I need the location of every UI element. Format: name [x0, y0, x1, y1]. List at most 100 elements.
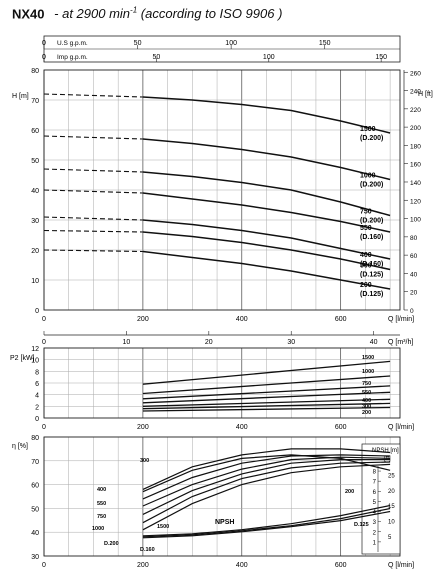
power-x-tick-label: 0 [42, 424, 46, 431]
head-curve-diameter: (D.160) [360, 234, 383, 241]
eff-y-tick-label: 50 [31, 506, 39, 513]
power-curve-750 [142, 385, 391, 400]
eff-curve-label: 1000 [92, 526, 104, 532]
eff-curve-label: 400 [97, 487, 106, 493]
eff-curve-200 [142, 454, 391, 493]
eff-y-tick-label: 70 [31, 459, 39, 466]
head-curve-550-dashed [43, 189, 143, 194]
head-curve-label: 1000 [360, 173, 376, 180]
impgpm-tick-label: 150 [375, 54, 387, 61]
head-ft-tick-label: 180 [410, 143, 421, 150]
head-ft-tick-label: 140 [410, 180, 421, 187]
power-y-tick-label: 6 [35, 381, 39, 388]
power-curve-label: 300 [362, 404, 371, 410]
m3h-axis-label: Q [m³/h] [388, 339, 413, 346]
power-y-tick-label: 4 [35, 393, 39, 400]
subtitle-sup: -1 [130, 6, 138, 15]
power-curve-200 [142, 406, 391, 412]
chart-title: NX40 - at 2900 min-1 (according to ISO 9… [12, 6, 282, 21]
power-y-tick-label: 10 [31, 358, 39, 365]
head-curve-1500-dashed [43, 93, 143, 98]
eff-y-tick-label: 30 [31, 554, 39, 561]
head-curve-diameter: (D.160) [360, 261, 383, 268]
head-y-tick-label: 40 [31, 188, 39, 195]
subtitle-pre: - at 2900 min [54, 6, 131, 22]
power-curve-label: 550 [362, 390, 371, 396]
title-subtitle: - at 2900 min-1 (according to ISO 9906 ) [54, 6, 282, 21]
power-curve-1000 [142, 375, 391, 395]
model-name: NX40 [12, 6, 45, 22]
power-x-tick-label: 600 [335, 424, 347, 431]
power-curve-400 [142, 398, 391, 407]
power-curve-300 [142, 402, 391, 410]
impgpm-axis-label: Imp g.p.m. [57, 54, 88, 61]
head-ft-tick-label: 240 [410, 89, 421, 96]
m3h-tick-label: 20 [205, 339, 213, 346]
head-ft-axis-label: H [ft] [418, 91, 433, 98]
head-curve-750 [142, 171, 391, 217]
eff-x-tick-label: 0 [42, 562, 46, 569]
usgpm-tick-label: 150 [319, 40, 331, 47]
power-x-tick-label: 200 [137, 424, 149, 431]
head-curve-750-dashed [43, 168, 143, 173]
power-curve-label: 750 [362, 381, 371, 387]
eff-curve-1500 [142, 463, 391, 531]
head-curve-label: 300 [360, 263, 372, 270]
m3h-tick-label: 0 [42, 339, 46, 346]
npsh-diameter-label: D.125 [354, 522, 369, 528]
eff-curve-label: 750 [97, 514, 106, 520]
head-y-tick-label: 0 [35, 308, 39, 315]
head-curve-300 [142, 231, 391, 271]
head-y-tick-label: 30 [31, 218, 39, 225]
head-curve-300-dashed [43, 229, 143, 233]
eff-curve-label: 300 [140, 458, 149, 464]
npsh-axis-title: NPSH [m] [372, 448, 399, 454]
npsh-ft-tick-label: 25 [388, 473, 395, 479]
head-curve-diameter: (D.125) [360, 272, 383, 279]
impgpm-tick-label: 100 [263, 54, 275, 61]
eff-curve-400 [142, 454, 391, 500]
head-curve-550 [142, 192, 391, 233]
head-curve-label: 200 [360, 282, 372, 289]
npsh-m-tick-label: 4 [373, 510, 377, 516]
eff-x-tick-label: 600 [335, 562, 347, 569]
m3h-tick-label: 10 [123, 339, 131, 346]
power-x-tick-label: 400 [236, 424, 248, 431]
eff-curve-300 [142, 448, 391, 490]
usgpm-tick-label: 100 [225, 40, 237, 47]
head-y-tick-label: 70 [31, 98, 39, 105]
head-ft-tick-label: 220 [410, 107, 421, 114]
head-curve-label: 750 [360, 209, 372, 216]
head-curve-diameter: (D.200) [360, 135, 383, 142]
head-curve-label: 1500 [360, 126, 376, 133]
npsh-label: NPSH [215, 519, 234, 526]
eff-y-tick-label: 40 [31, 530, 39, 537]
m3h-tick-label: 40 [370, 339, 378, 346]
head-y-tick-label: 60 [31, 128, 39, 135]
eff-curve-label: 1500 [157, 524, 169, 530]
eff-curve-750 [142, 459, 391, 515]
usgpm-tick-label: 50 [134, 40, 142, 47]
power-y-tick-label: 12 [31, 346, 39, 353]
head-ft-tick-label: 100 [410, 217, 421, 224]
npsh-m-tick-label: 3 [373, 520, 377, 526]
head-x-tick-label: 200 [137, 316, 149, 323]
npsh-curve-D.160 [142, 507, 391, 538]
head-y-tick-label: 10 [31, 278, 39, 285]
power-curve-label: 200 [362, 410, 371, 416]
head-x-tick-label: 400 [236, 316, 248, 323]
npsh-diameter-label: D.160 [140, 547, 155, 553]
head-curve-label: 550 [360, 225, 372, 232]
power-y-tick-label: 0 [35, 416, 39, 423]
eff-y-tick-label: 80 [31, 435, 39, 442]
power-curve-550 [142, 391, 391, 404]
npsh-ft-tick-label: 5 [388, 535, 392, 541]
npsh-m-tick-label: 8 [373, 470, 377, 476]
power-y-tick-label: 8 [35, 369, 39, 376]
head-x-tick-label: 600 [335, 316, 347, 323]
head-x-tick-label: 0 [42, 316, 46, 323]
subtitle-post: (according to ISO 9906 ) [140, 6, 283, 22]
head-ft-tick-label: 80 [410, 235, 418, 242]
npsh-m-tick-label: 1 [373, 540, 377, 546]
